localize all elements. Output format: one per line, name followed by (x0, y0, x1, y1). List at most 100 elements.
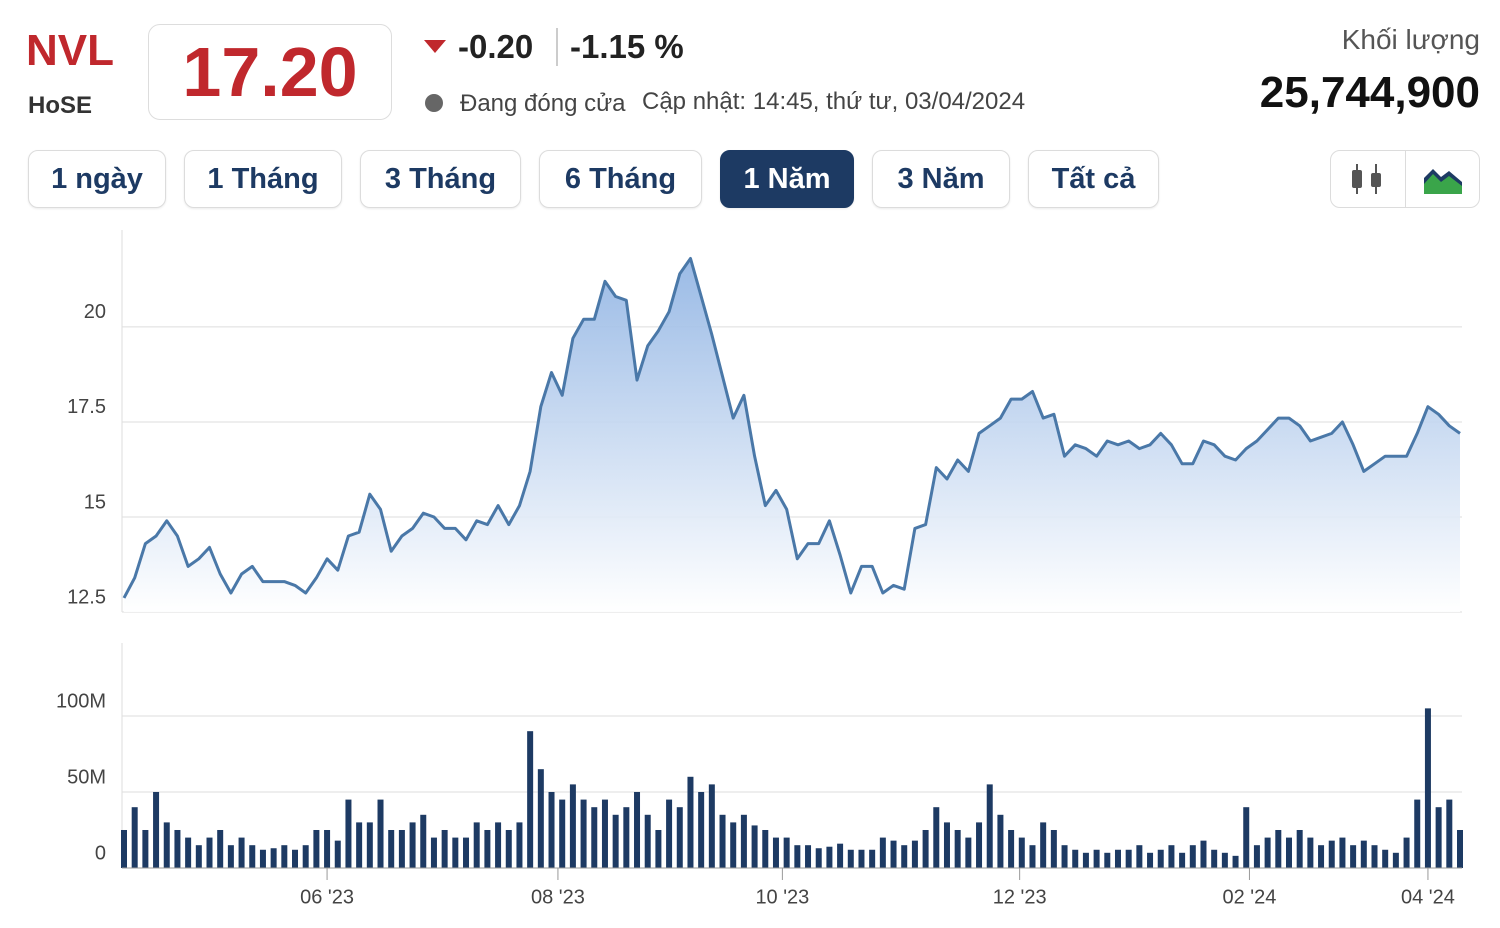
range-tab[interactable]: 1 Năm (720, 150, 854, 208)
volume-bar (1179, 852, 1186, 868)
volume-bar (1296, 829, 1303, 868)
volume-bar (409, 822, 416, 868)
volume-bar (195, 845, 202, 868)
y-tick-label: 15 (84, 491, 106, 513)
volume-bar (377, 799, 384, 868)
volume-bar (1414, 799, 1421, 868)
volume-bar (569, 784, 576, 868)
volume-bar (976, 822, 983, 868)
y-tick-label: 0 (95, 842, 106, 864)
volume-bar (837, 843, 844, 868)
volume-bar (452, 837, 459, 868)
volume-bar (1403, 837, 1410, 868)
volume-bar (676, 807, 683, 868)
volume-bar (933, 807, 940, 868)
volume-bar (847, 849, 854, 868)
volume-bar (430, 837, 437, 868)
volume-bar (131, 807, 138, 868)
volume-bar (505, 829, 512, 868)
status: Đang đóng cửa (460, 90, 626, 117)
volume-bar (986, 784, 993, 868)
volume-bar (698, 791, 705, 868)
volume-bar (580, 799, 587, 868)
volume: 25,744,900 (1259, 68, 1480, 117)
volume-bar (1232, 855, 1239, 868)
volume-bar (227, 845, 234, 868)
range-tab[interactable]: Tất cả (1028, 150, 1159, 208)
candle-icon[interactable] (1348, 162, 1386, 196)
range-tab[interactable]: 1 Tháng (184, 150, 342, 208)
volume-bar (398, 829, 405, 868)
volume-bar (249, 845, 256, 868)
volume-bar (997, 814, 1004, 868)
volume-bar (324, 829, 331, 868)
volume-bar (1082, 852, 1089, 868)
updated: Cập nhật: 14:45, thứ tư, 03/04/2024 (642, 88, 1026, 115)
volume-bar (142, 829, 149, 868)
x-tick-label: 04 '24 (1401, 886, 1455, 908)
volume-bar (1189, 845, 1196, 868)
volume-bar (1328, 840, 1335, 868)
volume-bar (1457, 829, 1463, 868)
volume-bar (623, 807, 630, 868)
volume-bar (1318, 845, 1325, 868)
area-icon[interactable] (1424, 164, 1462, 194)
range-tab[interactable]: 3 Năm (872, 150, 1010, 208)
volume-bar (783, 837, 790, 868)
volume-bar (270, 848, 277, 868)
volume-bar (1285, 837, 1292, 868)
volume-bar (772, 837, 779, 868)
volume-bar (463, 837, 470, 868)
volume-bar (805, 845, 812, 868)
volume-bar (815, 848, 822, 868)
volume-bar (687, 776, 694, 868)
down-arrow (424, 40, 446, 53)
volume-bar (1371, 845, 1378, 868)
x-tick-label: 02 '24 (1223, 886, 1277, 908)
status-dot (425, 94, 443, 112)
volume-bar (217, 829, 224, 868)
y-tick-label: 17.5 (67, 396, 106, 418)
volume-bar (441, 829, 448, 868)
volume-bar (559, 799, 566, 868)
volume-bar (1050, 829, 1057, 868)
volume-bar (1093, 849, 1100, 868)
volume-bar (591, 807, 598, 868)
volume-bar (1424, 708, 1431, 868)
volume-bar (388, 829, 395, 868)
change: -0.20 (458, 28, 534, 65)
switch-divider (1405, 151, 1406, 207)
volume-bar (601, 799, 608, 868)
volume-bar (548, 791, 555, 868)
volume-bar (1018, 837, 1025, 868)
volume-bar (730, 822, 737, 868)
volume-bar (1360, 840, 1367, 868)
volume-bar (1307, 837, 1314, 868)
range-tab[interactable]: 1 ngày (28, 150, 166, 208)
volume-bar (1275, 829, 1282, 868)
volume-bar (1243, 807, 1250, 868)
price-line (122, 257, 1461, 599)
price: 17.20 (182, 33, 358, 111)
volume-bar (206, 837, 213, 868)
volume-bar (356, 822, 363, 868)
volume-bar (794, 845, 801, 868)
volume-bar (869, 849, 876, 868)
range-tab[interactable]: 3 Tháng (360, 150, 521, 208)
symbol: NVL (26, 26, 114, 75)
volume-bar (174, 829, 181, 868)
volume-bar (1147, 852, 1154, 868)
volume-bar (516, 822, 523, 868)
chart-type-switch[interactable] (1330, 150, 1480, 208)
price-box (148, 24, 392, 120)
volume-bar (1211, 849, 1218, 868)
range-tab[interactable]: 6 Tháng (539, 150, 702, 208)
volume-bar (537, 769, 544, 868)
change-pct: -1.15 % (570, 28, 684, 65)
volume-bar (708, 784, 715, 868)
volume-bar (612, 814, 619, 868)
volume-bar (1339, 837, 1346, 868)
volume-bar (1104, 852, 1111, 868)
volume-bar (420, 814, 427, 868)
